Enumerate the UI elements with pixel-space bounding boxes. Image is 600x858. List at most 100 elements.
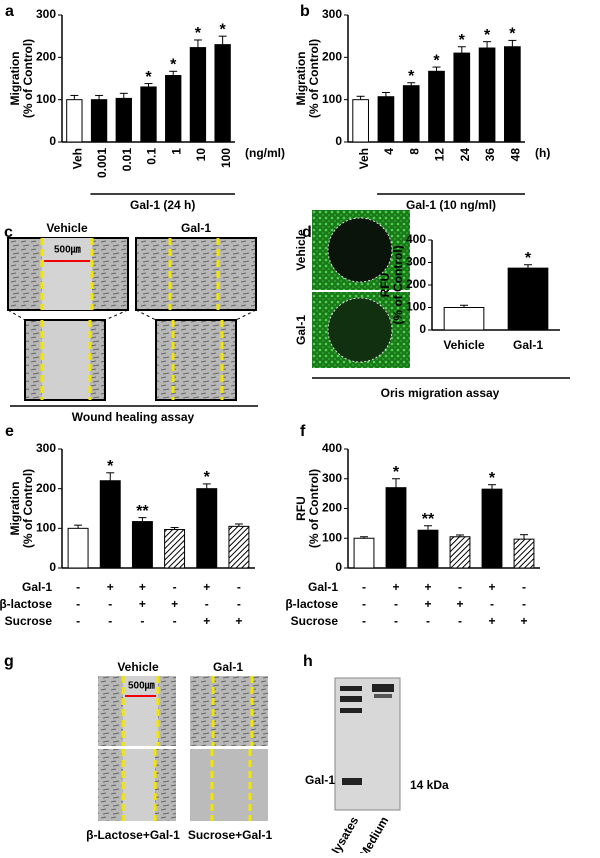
significance: * bbox=[525, 250, 532, 267]
panel-c: c Vehicle Gal-1 500㎛ Wound healing assay bbox=[4, 221, 258, 424]
y-tick-label: 300 bbox=[322, 471, 342, 485]
y-axis-label: (% of Control) bbox=[391, 245, 405, 324]
wound-gap bbox=[123, 749, 155, 821]
y-axis-label: RFU bbox=[294, 496, 308, 521]
significance: * bbox=[393, 464, 400, 481]
condition-sign: - bbox=[108, 597, 112, 611]
x-tick-label: 0.1 bbox=[145, 148, 159, 165]
significance: * bbox=[489, 470, 496, 487]
micrograph bbox=[155, 319, 237, 401]
y-tick-label: 100 bbox=[406, 300, 426, 314]
bar bbox=[196, 488, 218, 569]
significance: * bbox=[433, 52, 440, 69]
image-title: Vehicle bbox=[117, 660, 159, 674]
y-tick-label: 100 bbox=[322, 92, 342, 106]
scale-label: 500㎛ bbox=[54, 245, 81, 256]
condition-name: Sucrose bbox=[291, 614, 339, 628]
panel-h: h Gal-1 14 kDa Cell lysates Medium bbox=[303, 653, 449, 858]
significance: * bbox=[484, 27, 491, 44]
bar bbox=[90, 99, 108, 143]
y-axis-label: Migration bbox=[8, 482, 22, 536]
significance: * bbox=[145, 69, 152, 86]
condition-name: β-lactose bbox=[0, 597, 52, 611]
panel-label: a bbox=[5, 3, 14, 20]
panel-label: f bbox=[300, 423, 306, 440]
y-tick-label: 300 bbox=[406, 255, 426, 269]
caption: Sucrose+Gal-1 bbox=[188, 828, 273, 842]
y-axis-label: Migration bbox=[294, 52, 308, 106]
y-tick-label: 400 bbox=[406, 232, 426, 246]
bar bbox=[507, 267, 549, 331]
bar bbox=[478, 47, 496, 143]
micrograph bbox=[190, 676, 268, 746]
condition-sign: + bbox=[520, 614, 527, 628]
caption: Wound healing assay bbox=[72, 410, 195, 424]
x-tick-label: 10 bbox=[194, 148, 208, 162]
condition-sign: - bbox=[140, 614, 144, 628]
wound-gap bbox=[123, 676, 158, 746]
condition-sign: + bbox=[235, 614, 242, 628]
condition-sign: - bbox=[426, 614, 430, 628]
y-tick-label: 0 bbox=[335, 560, 342, 574]
y-tick-label: 200 bbox=[322, 50, 342, 64]
y-tick-label: 200 bbox=[406, 277, 426, 291]
condition-sign: + bbox=[424, 580, 431, 594]
bar bbox=[377, 96, 395, 143]
y-tick-label: 200 bbox=[36, 481, 56, 495]
y-axis-label: (% of Control) bbox=[307, 39, 321, 118]
condition-sign: - bbox=[394, 597, 398, 611]
condition-sign: - bbox=[205, 597, 209, 611]
bar bbox=[428, 70, 445, 143]
bar bbox=[228, 525, 250, 569]
x-tick-label: 4 bbox=[382, 148, 396, 155]
bar bbox=[402, 85, 420, 143]
y-axis-label: (% of Control) bbox=[21, 469, 35, 548]
y-tick-label: 0 bbox=[335, 134, 342, 148]
significance: * bbox=[170, 57, 177, 74]
band-label: Gal-1 bbox=[305, 773, 335, 787]
bar bbox=[453, 52, 471, 143]
condition-sign: - bbox=[522, 597, 526, 611]
y-axis-label: Migration bbox=[8, 52, 22, 106]
y-tick-label: 300 bbox=[36, 441, 56, 455]
condition-sign: - bbox=[394, 614, 398, 628]
x-unit: (h) bbox=[535, 146, 550, 160]
x-tick-label: Gal-1 bbox=[513, 338, 543, 352]
y-tick-label: 200 bbox=[322, 501, 342, 515]
condition-sign: + bbox=[171, 597, 178, 611]
condition-sign: + bbox=[139, 597, 146, 611]
significance: ** bbox=[422, 511, 435, 528]
bar bbox=[443, 307, 485, 331]
bar bbox=[131, 521, 153, 569]
x-tick-label: 1 bbox=[169, 148, 183, 155]
bar bbox=[481, 488, 503, 569]
panel-label: g bbox=[4, 653, 14, 670]
y-tick-label: 0 bbox=[49, 560, 56, 574]
condition-sign: - bbox=[237, 597, 241, 611]
condition-name: Gal-1 bbox=[308, 580, 338, 594]
bar bbox=[353, 537, 375, 569]
bar bbox=[189, 47, 207, 143]
y-axis-label: RFU bbox=[378, 273, 392, 298]
panel-label: c bbox=[4, 224, 13, 241]
panel-label: b bbox=[300, 3, 310, 20]
detection-zone bbox=[327, 297, 393, 363]
image-title: Gal-1 bbox=[181, 221, 211, 235]
y-axis-label: (% of Control) bbox=[21, 39, 35, 118]
y-tick-label: 100 bbox=[322, 530, 342, 544]
condition-sign: + bbox=[203, 580, 210, 594]
x-tick-label: 8 bbox=[407, 148, 421, 155]
bar bbox=[352, 99, 369, 143]
condition-sign: - bbox=[76, 597, 80, 611]
wound-gap bbox=[42, 321, 90, 399]
bar bbox=[165, 75, 182, 143]
condition-sign: - bbox=[522, 580, 526, 594]
condition-name: Gal-1 bbox=[22, 580, 52, 594]
bar bbox=[385, 487, 407, 569]
condition-sign: - bbox=[173, 580, 177, 594]
x-tick-label: 12 bbox=[433, 148, 447, 162]
x-tick-label: 24 bbox=[458, 148, 472, 162]
x-tick-label: 0.01 bbox=[120, 148, 134, 172]
wound-edges bbox=[121, 676, 254, 821]
